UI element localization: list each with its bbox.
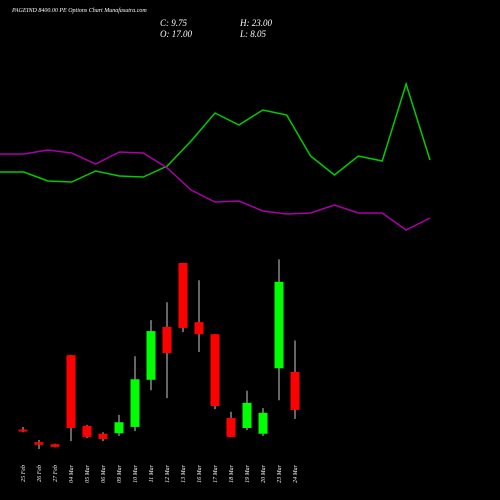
x-tick-label: 20 Mar <box>261 464 267 482</box>
candle-body <box>226 418 236 437</box>
candle-body <box>290 371 300 410</box>
candle-body <box>34 442 44 445</box>
candle-body <box>98 433 108 439</box>
candle-body <box>50 444 60 447</box>
x-tick-label: 27 Feb <box>53 465 59 482</box>
candle-body <box>194 322 204 335</box>
x-tick-label: 24 Mar <box>292 464 299 482</box>
x-tick-label: 04 Mar <box>68 464 75 482</box>
candle-body <box>114 422 124 434</box>
chart-title: PAGEIND 8400.00 PE Options Chart Munafas… <box>11 7 147 14</box>
x-tick-label: 19 Mar <box>245 464 251 482</box>
indicator-line <box>0 81 431 183</box>
x-tick-label: 17 Mar <box>213 464 219 482</box>
candle-body <box>162 326 172 354</box>
x-tick-label: 10 Mar <box>133 464 139 482</box>
candle-body <box>18 429 28 432</box>
x-tick-label: 25 Feb <box>21 465 27 482</box>
x-tick-label: 16 Mar <box>197 464 203 482</box>
open-stat: O: 17.00 <box>160 29 192 39</box>
low-stat: L: 8.05 <box>239 29 267 39</box>
x-tick-label: 12 Mar <box>165 464 171 482</box>
x-tick-label: 26 Feb <box>37 465 43 482</box>
candle-body <box>146 331 156 380</box>
close-stat: C: 9.75 <box>160 18 188 28</box>
x-tick-label: 13 Mar <box>181 464 187 482</box>
candle-body <box>242 402 252 428</box>
candle-body <box>130 379 140 427</box>
x-tick-label: 23 Mar <box>277 464 283 482</box>
candle-body <box>82 425 92 437</box>
x-tick-label: 18 Mar <box>229 464 235 482</box>
candle-body <box>258 412 268 434</box>
x-tick-label: 06 Mar <box>101 464 107 482</box>
x-tick-label: 11 Mar <box>149 464 155 482</box>
candle-body <box>274 281 284 369</box>
indicator-line <box>0 149 431 231</box>
x-tick-label: 09 Mar <box>117 464 123 482</box>
high-stat: H: 23.00 <box>239 18 272 28</box>
x-tick-label: 05 Mar <box>85 464 91 482</box>
candle-body <box>210 334 220 406</box>
candle-body <box>66 355 76 428</box>
candle-body <box>178 262 188 328</box>
